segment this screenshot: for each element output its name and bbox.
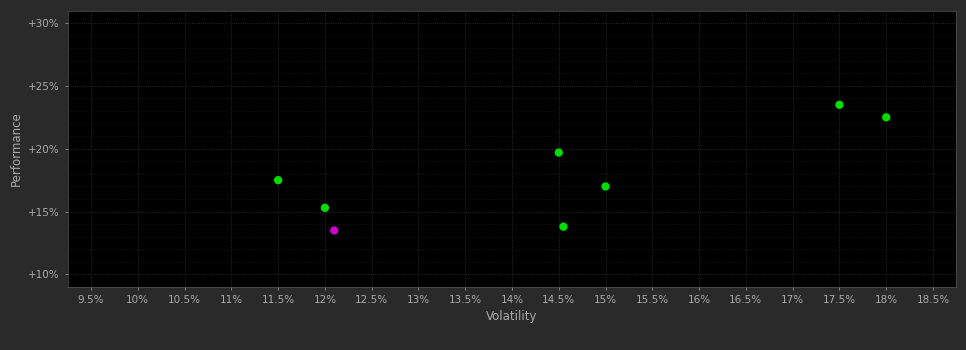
Y-axis label: Performance: Performance: [10, 111, 22, 186]
Point: [327, 228, 342, 233]
Point: [551, 150, 566, 155]
Point: [878, 114, 894, 120]
Point: [270, 177, 286, 183]
Point: [555, 224, 571, 230]
Point: [832, 102, 847, 107]
X-axis label: Volatility: Volatility: [486, 310, 538, 323]
Point: [317, 205, 332, 211]
Point: [598, 184, 613, 189]
